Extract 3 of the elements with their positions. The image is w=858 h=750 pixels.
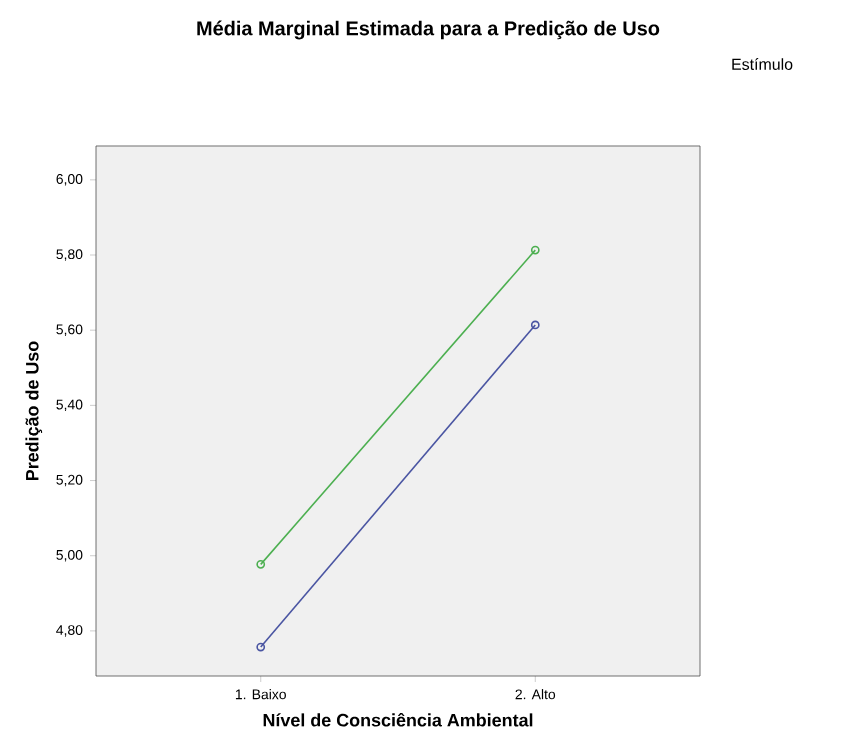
y-axis-title: Predição de Uso bbox=[25, 341, 43, 481]
chart-title: Média Marginal Estimada para a Predição de Uso bbox=[197, 20, 660, 40]
x-axis-title: Nível de Consciência Ambiental bbox=[263, 712, 533, 727]
